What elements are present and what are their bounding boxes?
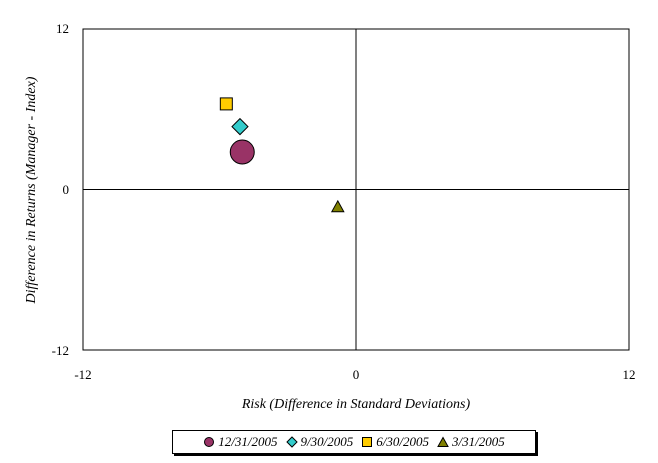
y-tick-label-top: 12 <box>56 21 69 36</box>
legend-label: 3/31/2005 <box>451 434 505 449</box>
data-point-diamond <box>231 117 249 136</box>
x-tick-label-zero: 0 <box>353 367 360 382</box>
legend: 12/31/2005 9/30/2005 6/30/2005 3/31/2005 <box>172 430 536 454</box>
legend-marker-diamond <box>285 436 298 448</box>
data-point-circle <box>229 139 255 165</box>
data-points <box>219 97 345 213</box>
y-tick-label-bottom: -12 <box>52 343 69 358</box>
x-axis-title: Risk (Difference in Standard Deviations) <box>241 397 471 412</box>
legend-item: 9/30/2005 <box>285 434 354 450</box>
legend-item: 6/30/2005 <box>361 434 429 450</box>
y-tick-label-zero: 0 <box>63 182 70 197</box>
data-point-square <box>219 97 233 111</box>
legend-marker-circle <box>204 437 215 447</box>
data-point-triangle <box>330 199 345 213</box>
legend-marker-triangle <box>437 436 449 447</box>
legend-label: 6/30/2005 <box>376 434 429 449</box>
legend-label: 12/31/2005 <box>218 434 278 449</box>
legend-item: 12/31/2005 <box>203 434 278 450</box>
legend-marker-square <box>362 437 373 447</box>
legend-label: 9/30/2005 <box>300 434 354 449</box>
x-tick-label-right: 12 <box>623 367 636 382</box>
y-axis-title: Difference in Returns (Manager - Index) <box>24 76 39 304</box>
x-tick-label-left: -12 <box>74 367 91 382</box>
legend-item: 3/31/2005 <box>437 434 505 450</box>
